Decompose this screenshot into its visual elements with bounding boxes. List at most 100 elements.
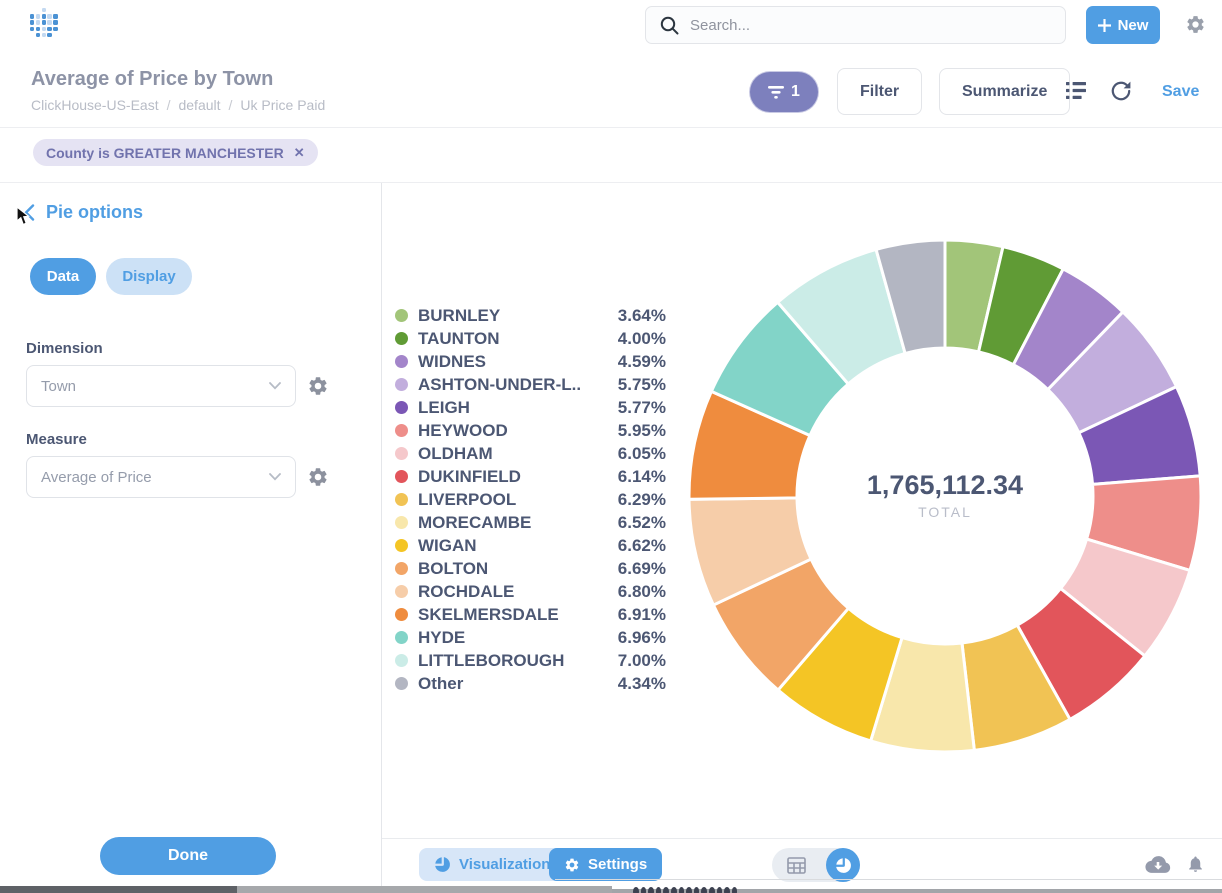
header-divider xyxy=(0,127,1222,128)
pie-chart-icon xyxy=(835,857,851,873)
legend-item[interactable]: DUKINFIELD 6.14% xyxy=(395,465,666,488)
save-button[interactable]: Save xyxy=(1162,83,1200,100)
legend-label: ROCHDALE xyxy=(418,581,515,601)
clipped-digit-top xyxy=(670,887,677,893)
clipped-digit-top xyxy=(693,887,700,893)
chevron-left-icon[interactable] xyxy=(24,204,35,221)
tab-display-label: Display xyxy=(122,268,176,285)
legend-color-dot xyxy=(395,355,408,368)
search-icon xyxy=(660,16,679,34)
filter-button-label: Filter xyxy=(860,82,900,100)
search-bar[interactable] xyxy=(645,6,1066,44)
scrollbar-thumb[interactable] xyxy=(0,886,237,893)
legend-item[interactable]: SKELMERSDALE 6.91% xyxy=(395,603,666,626)
legend-color-dot xyxy=(395,585,408,598)
clipped-digit-top xyxy=(678,887,685,893)
measure-select[interactable]: Average of Price xyxy=(26,456,296,498)
legend-label: HEYWOOD xyxy=(418,420,508,440)
dimension-gear-icon[interactable] xyxy=(307,375,329,397)
pie-options-sidebar xyxy=(0,183,382,886)
settings-button[interactable]: Settings xyxy=(549,848,663,881)
new-button[interactable]: New xyxy=(1086,6,1160,44)
measure-value: Average of Price xyxy=(41,468,152,486)
clipped-digit-top xyxy=(731,887,738,893)
legend-color-dot xyxy=(395,631,408,644)
legend-color-dot xyxy=(395,516,408,529)
scrollbar-track[interactable] xyxy=(237,886,612,893)
filter-chip-label: County is GREATER MANCHESTER xyxy=(46,144,284,161)
download-icon[interactable] xyxy=(1145,855,1171,874)
filter-button[interactable]: Filter xyxy=(837,68,923,115)
legend-item[interactable]: ASHTON-UNDER-L.. 5.75% xyxy=(395,373,666,396)
breadcrumb-separator: / xyxy=(228,97,233,113)
close-icon[interactable]: ✕ xyxy=(293,144,305,160)
legend-item[interactable]: LEIGH 5.77% xyxy=(395,396,666,419)
legend-color-dot xyxy=(395,562,408,575)
legend-label: ASHTON-UNDER-L.. xyxy=(418,374,582,394)
legend-label: SKELMERSDALE xyxy=(418,604,559,624)
breadcrumb-database[interactable]: ClickHouse-US-East xyxy=(31,97,159,113)
filter-count-pill[interactable]: 1 xyxy=(750,72,818,112)
dimension-select[interactable]: Town xyxy=(26,365,296,407)
bell-icon[interactable] xyxy=(1186,853,1205,875)
legend-color-dot xyxy=(395,332,408,345)
legend-item[interactable]: MORECAMBE 6.52% xyxy=(395,511,666,534)
breadcrumb-schema[interactable]: default xyxy=(178,97,221,113)
legend-item[interactable]: Other 4.34% xyxy=(395,672,666,695)
hidden-table-edge xyxy=(612,889,1222,893)
chart-legend: BURNLEY 3.64% TAUNTON 4.00% WIDNES 4.59% ASHTO… xyxy=(395,304,666,695)
dimension-label: Dimension xyxy=(26,340,103,357)
clipped-digit-top xyxy=(708,887,715,893)
legend-label: OLDHAM xyxy=(418,443,493,463)
table-icon[interactable] xyxy=(787,856,806,874)
legend-item[interactable]: HYDE 6.96% xyxy=(395,626,666,649)
legend-label: MORECAMBE xyxy=(418,512,532,532)
chevron-down-icon xyxy=(269,473,281,481)
breadcrumb-table[interactable]: Uk Price Paid xyxy=(240,97,326,113)
plus-icon xyxy=(1097,18,1111,32)
hidden-table-top-border xyxy=(555,879,1222,880)
pie-chart-view-button[interactable] xyxy=(826,848,860,882)
legend-item[interactable]: ROCHDALE 6.80% xyxy=(395,580,666,603)
legend-item[interactable]: TAUNTON 4.00% xyxy=(395,327,666,350)
legend-item[interactable]: LIVERPOOL 6.29% xyxy=(395,488,666,511)
pie-slice[interactable] xyxy=(874,238,947,356)
legend-label: BOLTON xyxy=(418,558,489,578)
legend-percentage: 6.29% xyxy=(617,489,666,509)
tab-data[interactable]: Data xyxy=(30,258,96,295)
metabase-logo[interactable] xyxy=(30,8,60,40)
measure-gear-icon[interactable] xyxy=(307,466,329,488)
content-divider xyxy=(0,182,1222,183)
legend-label: TAUNTON xyxy=(418,328,500,348)
legend-label: DUKINFIELD xyxy=(418,466,521,486)
clipped-digit-top xyxy=(701,887,707,893)
visualization-button[interactable]: Visualization xyxy=(419,848,566,881)
clipped-digit-top xyxy=(640,887,647,893)
notebook-icon[interactable] xyxy=(1066,82,1086,99)
refresh-icon[interactable] xyxy=(1110,80,1132,102)
legend-label: HYDE xyxy=(418,627,466,647)
legend-item[interactable]: WIDNES 4.59% xyxy=(395,350,666,373)
legend-item[interactable]: LITTLEBOROUGH 7.00% xyxy=(395,649,666,672)
breadcrumb: ClickHouse-US-East / default / Uk Price … xyxy=(31,97,325,113)
visualization-button-label: Visualization xyxy=(459,856,551,873)
page-title[interactable]: Average of Price by Town xyxy=(31,68,274,90)
summarize-button[interactable]: Summarize xyxy=(939,68,1071,115)
chevron-down-icon xyxy=(269,382,281,390)
gear-icon[interactable] xyxy=(1185,14,1206,35)
legend-item[interactable]: WIGAN 6.62% xyxy=(395,534,666,557)
search-input[interactable] xyxy=(690,16,1051,34)
filter-chip[interactable]: County is GREATER MANCHESTER ✕ xyxy=(33,139,318,166)
legend-item[interactable]: HEYWOOD 5.95% xyxy=(395,419,666,442)
legend-percentage: 6.14% xyxy=(617,466,666,486)
legend-color-dot xyxy=(395,309,408,322)
legend-percentage: 6.05% xyxy=(617,443,666,463)
legend-label: WIDNES xyxy=(418,351,486,371)
legend-item[interactable]: BOLTON 6.69% xyxy=(395,557,666,580)
legend-item[interactable]: BURNLEY 3.64% xyxy=(395,304,666,327)
funnel-icon xyxy=(768,85,785,99)
pie-chart[interactable] xyxy=(686,237,1204,755)
legend-item[interactable]: OLDHAM 6.05% xyxy=(395,442,666,465)
done-button[interactable]: Done xyxy=(100,837,276,875)
tab-display[interactable]: Display xyxy=(106,258,192,295)
